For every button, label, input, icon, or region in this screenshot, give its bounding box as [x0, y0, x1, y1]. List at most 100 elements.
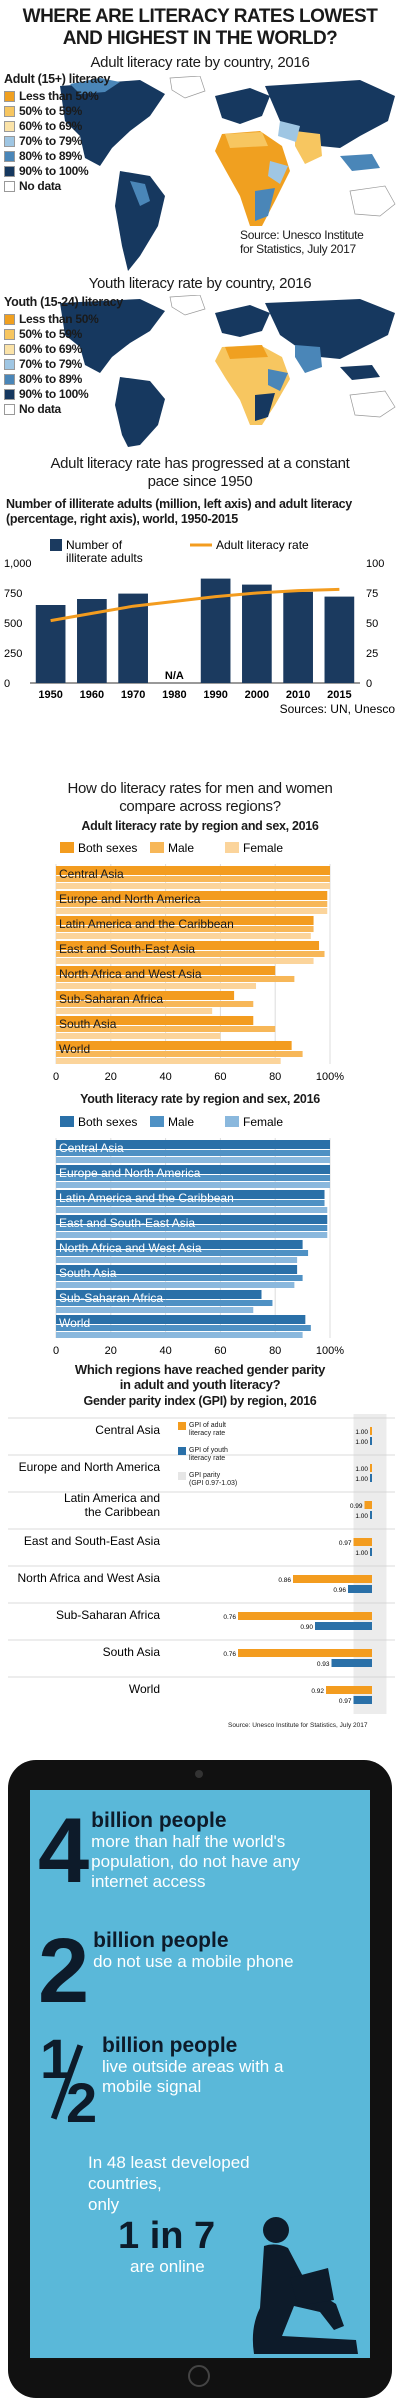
bar-both-sexes — [56, 1215, 328, 1224]
legend-swatch — [4, 106, 15, 117]
legend-swatch — [4, 404, 15, 415]
bar-gpi-youth — [315, 1622, 372, 1630]
bar-gpi-youth — [370, 1511, 372, 1519]
bar-female — [56, 1058, 281, 1064]
person-with-laptop-icon — [252, 2217, 358, 2354]
adult-legend-items: Less than 50% 50% to 59% 60% to 69% 70% to … — [4, 89, 110, 194]
label-gpi-adult: 0.92 — [311, 1688, 324, 1695]
legend-label: Less than 50% — [19, 312, 99, 326]
map-europe-youth — [215, 305, 270, 337]
bar-gpi-youth — [331, 1659, 372, 1667]
bar-male — [56, 1250, 309, 1256]
legend-swatch — [4, 166, 15, 177]
legend-label: 70% to 79% — [19, 357, 83, 371]
tablet-screen: 4 billion people more than half the worl… — [30, 1790, 370, 2358]
y-tick-right: 50 — [366, 618, 378, 630]
x-tick: 40 — [159, 1345, 171, 1357]
bar-female — [56, 1282, 295, 1288]
bar-male — [56, 901, 328, 907]
bar-gpi-adult — [370, 1427, 372, 1435]
youth-region-title: Youth literacy rate by region and sex, 2… — [80, 1092, 320, 1106]
y-tick-right: 25 — [366, 648, 378, 660]
fact1-line2: population, do not have any — [91, 1852, 301, 1871]
bar-female — [56, 1182, 330, 1188]
legend-label-1: Male — [168, 1115, 194, 1129]
legend-item: 80% to 89% — [4, 372, 123, 387]
bar-female — [56, 883, 330, 889]
x-tick-2010: 2010 — [286, 689, 310, 701]
fact4-line2: countries, — [88, 2174, 162, 2193]
region-label: East and South-East Asia — [59, 1216, 195, 1230]
legend-bar-label-2: illiterate adults — [66, 551, 143, 565]
map-north-america — [60, 78, 165, 166]
region-label: North Africa and West Asia — [59, 967, 202, 981]
fact-online: In 48 least developed countries, only 1 … — [88, 2152, 250, 2277]
fact4-line4: are online — [130, 2257, 205, 2276]
legend-label: Less than 50% — [19, 89, 99, 103]
region-label: Latin America and the Caribbean — [59, 1191, 234, 1205]
tablet-device: 4 billion people more than half the worl… — [8, 1760, 392, 2398]
legend-swatch — [4, 151, 15, 162]
bar-gpi-adult — [238, 1612, 372, 1620]
fact4-line3: only — [88, 2195, 120, 2214]
legend-swatch — [4, 121, 15, 132]
bar-illiterate-2015 — [324, 596, 355, 683]
legend-adult-swatch — [178, 1422, 186, 1430]
fact2-title: billion people — [93, 1929, 229, 1952]
label-gpi-adult: 0.97 — [339, 1540, 352, 1547]
adult-map-source: Source: Unesco Institute for Statistics,… — [240, 228, 364, 256]
tablet-home-button[interactable] — [188, 2365, 210, 2387]
region-label: Central Asia — [59, 867, 124, 881]
map-north-america-youth — [60, 299, 165, 373]
map-australia-youth — [349, 390, 396, 418]
tablet-camera — [195, 1770, 203, 1778]
fact-mobile: 2 billion people do not use a mobile pho… — [38, 1925, 294, 2017]
legend-label: No data — [19, 402, 61, 416]
fact3-line2: mobile signal — [102, 2077, 202, 2096]
x-tick-2000: 2000 — [245, 689, 269, 701]
region-label: East and South-East Asia — [59, 942, 195, 956]
legend-swatch — [4, 389, 15, 400]
x-tick-1960: 1960 — [80, 689, 104, 701]
bar-both-sexes — [56, 891, 328, 900]
y-tick-left: 0 — [4, 678, 10, 690]
adult-region-title: Adult literacy rate by region and sex, 2… — [81, 819, 319, 833]
x-tick: 40 — [159, 1071, 171, 1083]
region-label: Central Asia — [59, 1141, 124, 1155]
region-label: Latin America and the Caribbean — [59, 917, 234, 931]
progress-source: Sources: UN, Unesco — [280, 702, 396, 716]
adult-region-chart: Both sexes Male Female 0 20 40 60 80 100% Central… — [53, 841, 344, 1083]
fact1-number: 4 — [38, 1800, 89, 1902]
bar-gpi-youth — [348, 1585, 372, 1593]
x-tick: 60 — [214, 1071, 226, 1083]
youth-legend-items: Less than 50% 50% to 59% 60% to 69% 70% to … — [4, 312, 123, 417]
map-europe — [215, 88, 270, 124]
bar-female — [56, 1332, 303, 1338]
bar-female — [56, 908, 328, 914]
bar-female — [56, 983, 257, 989]
legend-swatch-1 — [150, 842, 164, 853]
legend-band-line1: GPI parity — [189, 1472, 221, 1479]
bar-both-sexes — [56, 1240, 303, 1249]
legend-swatch — [4, 136, 15, 147]
bar-gpi-adult — [353, 1538, 372, 1546]
region-label: South Asia — [59, 1266, 117, 1280]
label-gpi-adult: 1.00 — [355, 1466, 368, 1473]
x-tick: 60 — [214, 1345, 226, 1357]
legend-item: 60% to 69% — [4, 342, 123, 357]
source-line-2: for Statistics, July 2017 — [240, 242, 356, 256]
bar-male — [56, 1225, 328, 1231]
legend-youth-line2: literacy rate — [189, 1455, 226, 1462]
bar-female — [56, 1257, 298, 1263]
progress-section: Adult literacy rate has progressed at a … — [0, 455, 400, 735]
map-africa — [215, 131, 290, 226]
label-gpi-youth: 1.00 — [355, 1550, 368, 1557]
legend-bar-swatch — [50, 539, 62, 551]
label-gpi-adult: 0.76 — [223, 1651, 236, 1658]
bar-female — [56, 1207, 328, 1213]
adult-legend-title: Adult (15+) literacy — [4, 72, 111, 86]
region-label: Europe and North America — [59, 1166, 201, 1180]
bar-gpi-youth — [353, 1696, 372, 1704]
region-label: Europe and North America — [59, 892, 201, 906]
